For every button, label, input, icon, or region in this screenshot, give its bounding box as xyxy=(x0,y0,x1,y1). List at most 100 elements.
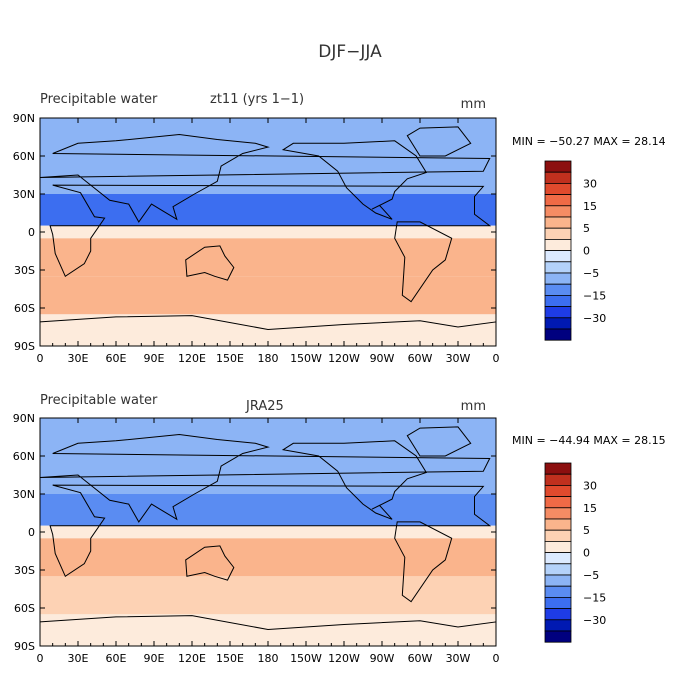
zone-band xyxy=(40,118,496,156)
map-area xyxy=(39,418,497,647)
y-tick-label: 0 xyxy=(28,226,35,239)
zone-band xyxy=(40,156,496,194)
colorbar-label: 30 xyxy=(583,177,597,190)
map-axes: 0 30E 60E 90E 120E 150E 180 150W 120W 90W 60W 30W 09… xyxy=(13,412,500,665)
panel-variable: Precipitable water xyxy=(40,92,158,107)
x-tick-label: 30E xyxy=(68,652,89,665)
y-tick-label: 30N xyxy=(13,188,35,201)
x-tick-label: 0 xyxy=(37,352,44,365)
y-tick-label: 30N xyxy=(13,488,35,501)
continent-africa xyxy=(49,184,492,278)
x-tick-label: 90W xyxy=(370,352,395,365)
x-tick-label: 60E xyxy=(106,652,127,665)
x-tick-label: 120W xyxy=(328,652,360,665)
map-area xyxy=(39,118,497,347)
colorbar-swatch xyxy=(544,518,572,531)
zone-band xyxy=(40,314,496,346)
y-tick-label: 60S xyxy=(14,302,35,315)
panel-jra25: Precipitable water JRA25 mm MIN = −44.94… xyxy=(13,393,666,665)
x-tick-label: 150W xyxy=(290,652,322,665)
y-tick-label: 60N xyxy=(13,150,35,163)
x-tick-label: 30W xyxy=(446,352,471,365)
colorbar-label: −30 xyxy=(583,312,606,325)
y-tick-label: 90N xyxy=(13,112,35,125)
colorbar-swatch xyxy=(544,484,572,497)
colorbar-label: 5 xyxy=(583,524,590,537)
colorbar-swatch xyxy=(544,328,572,341)
colorbar-swatch xyxy=(544,496,572,509)
y-tick-label: 90S xyxy=(14,640,35,653)
colorbar-swatch xyxy=(544,238,572,251)
continent-africa xyxy=(49,484,492,578)
colorbar-swatch xyxy=(544,619,572,632)
x-tick-label: 60W xyxy=(408,352,433,365)
colorbar-swatch xyxy=(544,261,572,274)
x-tick-label: 90W xyxy=(370,652,395,665)
zone-band xyxy=(40,525,496,539)
x-tick-label: 90E xyxy=(144,652,165,665)
x-tick-label: 150E xyxy=(216,352,244,365)
continent-greenland xyxy=(406,126,472,157)
zone-band xyxy=(40,538,496,577)
zone-band xyxy=(40,418,496,456)
colorbar-label: 0 xyxy=(583,547,590,560)
colorbar-swatch xyxy=(544,473,572,486)
colorbar-swatch xyxy=(544,317,572,330)
x-tick-label: 150W xyxy=(290,352,322,365)
continent-eurasia xyxy=(39,433,491,523)
zone-band xyxy=(40,494,496,526)
colorbar-swatch xyxy=(544,597,572,610)
colorbar-label: −15 xyxy=(583,591,606,604)
colorbar-swatch xyxy=(544,529,572,542)
zone-band xyxy=(40,456,496,494)
zone-band xyxy=(40,238,496,277)
colorbar-swatch xyxy=(544,227,572,240)
map-axes: 0 30E 60E 90E 120E 150E 180 150W 120W 90W 60W 30W 09… xyxy=(13,112,500,365)
colorbar-label: 5 xyxy=(583,222,590,235)
x-tick-label: 0 xyxy=(493,652,500,665)
colorbar-swatch xyxy=(544,160,572,173)
x-tick-label: 180 xyxy=(258,652,279,665)
colorbar-swatch xyxy=(544,250,572,263)
zone-band xyxy=(40,225,496,239)
colorbar-swatch xyxy=(544,283,572,296)
x-tick-label: 120W xyxy=(328,352,360,365)
colorbar-swatch xyxy=(544,563,572,576)
x-tick-label: 150E xyxy=(216,652,244,665)
colorbar-swatch xyxy=(544,552,572,565)
colorbar-label: 30 xyxy=(583,479,597,492)
panel-units: mm xyxy=(461,97,486,112)
colorbar-swatch xyxy=(544,585,572,598)
colorbar: 30 15 5 0 −5 −15 −30 xyxy=(544,160,606,341)
colorbar-label: 0 xyxy=(583,245,590,258)
x-tick-label: 0 xyxy=(493,352,500,365)
continent-australia xyxy=(185,245,235,281)
panel-stats: MIN = −50.27 MAX = 28.14 xyxy=(512,135,666,148)
colorbar-swatch xyxy=(544,194,572,207)
y-tick-label: 90S xyxy=(14,340,35,353)
continent-greenland xyxy=(406,426,472,457)
colorbar: 30 15 5 0 −5 −15 −30 xyxy=(544,462,606,643)
x-tick-label: 120E xyxy=(178,652,206,665)
colorbar-label: −15 xyxy=(583,289,606,302)
x-tick-label: 30E xyxy=(68,352,89,365)
zone-band xyxy=(40,614,496,646)
colorbar-label: −5 xyxy=(583,569,599,582)
colorbar-swatch xyxy=(544,608,572,621)
panel-units: mm xyxy=(461,399,486,414)
colorbar-swatch xyxy=(544,306,572,319)
x-tick-label: 30W xyxy=(446,652,471,665)
panel-source: zt11 (yrs 1−1) xyxy=(210,92,304,107)
colorbar-swatch xyxy=(544,182,572,195)
colorbar-swatch xyxy=(544,216,572,229)
colorbar-label: −5 xyxy=(583,267,599,280)
y-tick-label: 60S xyxy=(14,602,35,615)
x-tick-label: 60E xyxy=(106,352,127,365)
panel-variable: Precipitable water xyxy=(40,393,158,408)
colorbar-swatch xyxy=(544,294,572,307)
colorbar-swatch xyxy=(544,574,572,587)
zone-band xyxy=(40,576,496,615)
continent-north-america xyxy=(281,140,428,220)
x-tick-label: 90E xyxy=(144,352,165,365)
